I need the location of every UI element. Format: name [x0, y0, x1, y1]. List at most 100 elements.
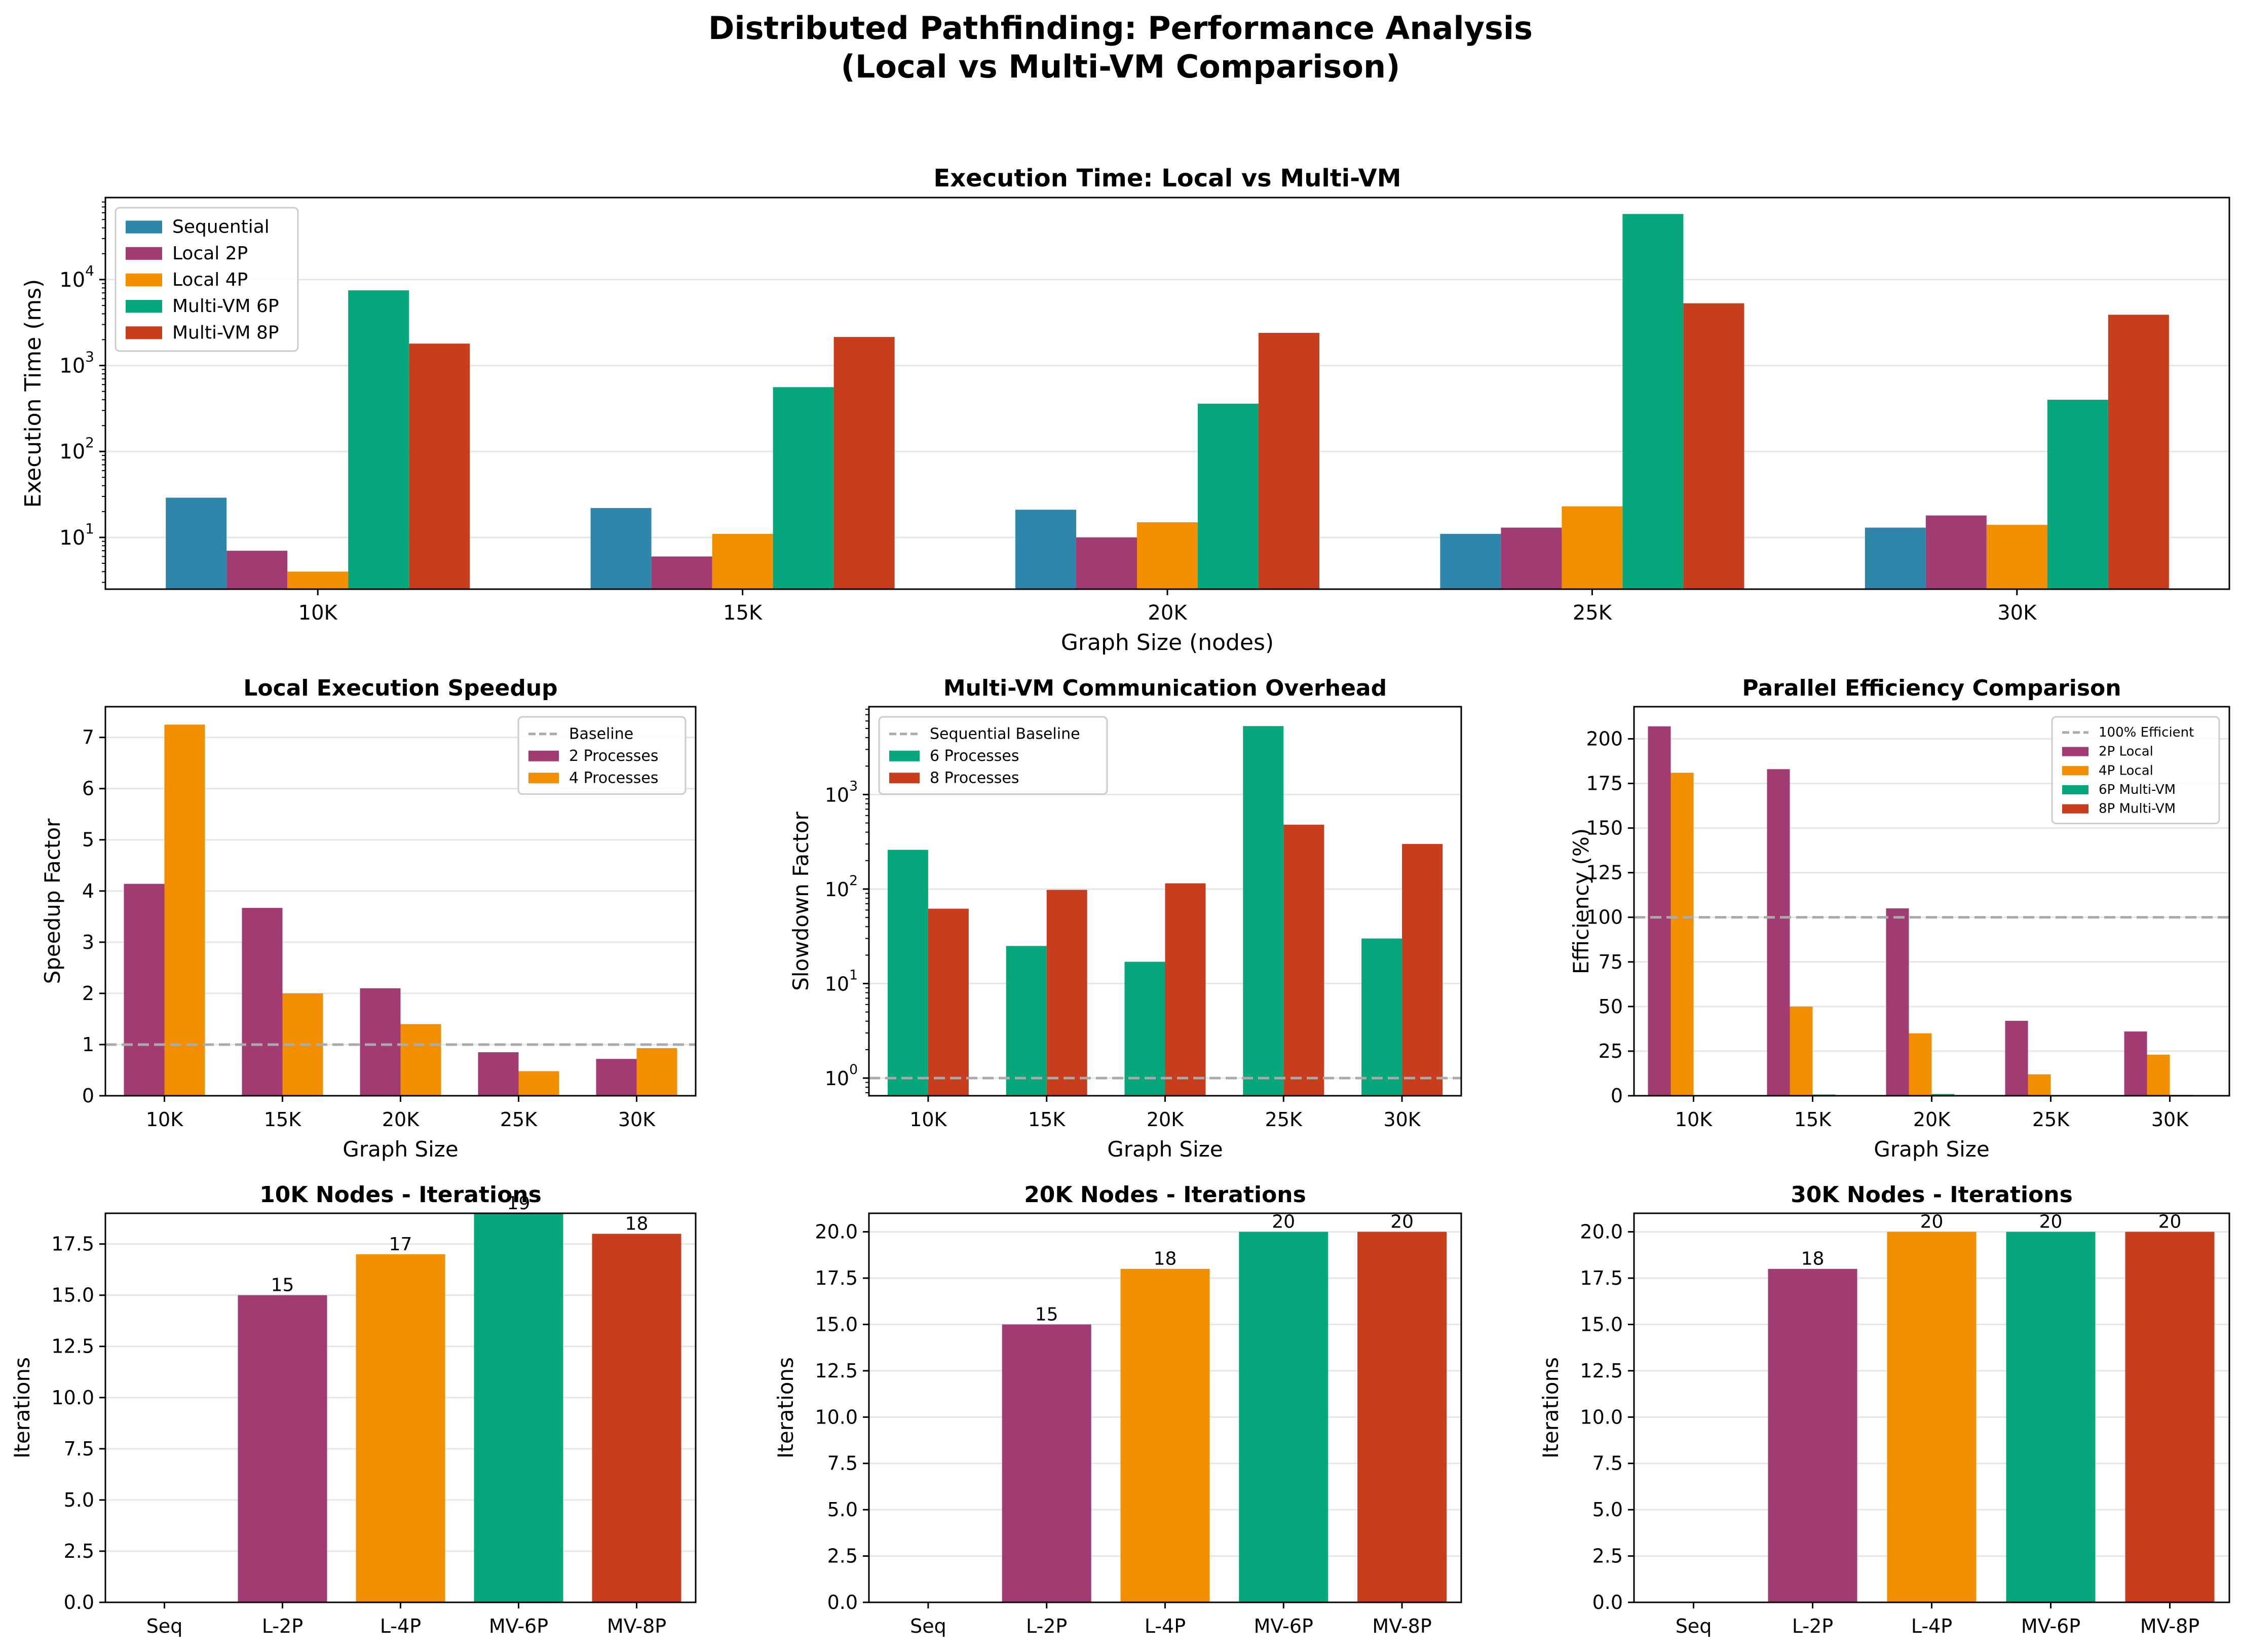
data-label: 20: [2158, 1212, 2182, 1233]
legend-label: 8 Processes: [930, 769, 1019, 787]
x-tick-label: Seq: [1676, 1615, 1712, 1637]
x-tick-label: 25K: [500, 1108, 538, 1131]
bar-4p-local: [2028, 1074, 2051, 1096]
y-axis-label: Speedup Factor: [40, 818, 65, 984]
y-axis-label: Iterations: [10, 1357, 34, 1458]
figure-title-line-1: Distributed Pathfinding: Performance Ana…: [708, 10, 1533, 47]
bar-local-2p: [226, 551, 288, 589]
y-tick-label: 75: [1599, 951, 1623, 973]
bar-8-processes: [1402, 843, 1443, 1096]
chart-iter30: 0.0 2.5 5.0 7.5 10.0 12.5 15.0 17.5 20.0 18 20 20 20…: [1538, 1182, 2230, 1637]
chart-title: Parallel Efficiency Comparison: [1742, 675, 2121, 701]
y-tick-exponent: 0: [849, 1062, 858, 1078]
y-axis-label: Iterations: [1538, 1357, 1563, 1458]
figure-title-line-2: (Local vs Multi-VM Comparison): [841, 48, 1400, 85]
bar-2p-local: [1886, 908, 1909, 1096]
chart-iter20: 0.0 2.5 5.0 7.5 10.0 12.5 15.0 17.5 20.0 15 18 20 20…: [773, 1182, 1462, 1637]
legend-swatch: [528, 750, 559, 761]
x-tick-label: 25K: [2032, 1108, 2070, 1131]
y-tick-label: 6: [82, 778, 94, 800]
legend-box: [115, 207, 299, 352]
bar-local-4p: [1986, 525, 2047, 589]
bar-l-4p: [1120, 1269, 1210, 1602]
chart-iter10: 0.0 2.5 5.0 7.5 10.0 12.5 15.0 17.5 15 17 19 18 Seq L…: [10, 1182, 697, 1637]
bar-sequential: [1865, 527, 1926, 589]
x-tick-label: MV-8P: [607, 1615, 666, 1637]
bar-multi-vm-6p: [1622, 214, 1684, 589]
bar-local-4p: [287, 571, 349, 589]
x-tick-label: 20K: [1913, 1108, 1951, 1131]
x-tick-label: 30K: [1383, 1108, 1421, 1131]
y-axis-label: Execution Time (ms): [20, 279, 46, 508]
x-tick-label: 20K: [1148, 601, 1188, 625]
bar-2p-local: [1767, 769, 1790, 1096]
legend-label: Local 4P: [172, 270, 248, 290]
bar-4p-local: [1909, 1033, 1932, 1096]
bar-2p-local: [2005, 1021, 2028, 1096]
x-tick-label: 25K: [1573, 601, 1613, 625]
y-tick-label: 10.0: [815, 1406, 858, 1428]
legend: Sequential Baseline 6 Processes 8 Processe…: [878, 716, 1108, 795]
y-tick-label: 103: [59, 349, 94, 378]
bar-local-4p: [712, 533, 773, 589]
y-tick-label: 17.5: [51, 1233, 94, 1255]
bar-mv-8p: [1357, 1232, 1447, 1602]
y-tick-exponent: 2: [85, 434, 94, 451]
bar-local-2p: [1076, 537, 1137, 589]
x-tick-label: Seq: [146, 1615, 183, 1637]
x-tick-label: 15K: [723, 601, 763, 625]
x-tick-label: 15K: [1028, 1108, 1066, 1131]
y-tick-label: 1: [82, 1033, 94, 1056]
legend-label: Baseline: [569, 725, 633, 743]
legend-swatch: [126, 326, 162, 339]
bar-8-processes: [1046, 890, 1087, 1096]
y-tick-label: 0.0: [827, 1591, 858, 1613]
bar-local-2p: [651, 556, 712, 589]
bar-l-2p: [1002, 1324, 1091, 1602]
bar-2-processes: [242, 908, 283, 1096]
bar-6p-multi-vm: [1931, 1094, 1955, 1096]
x-tick-label: 20K: [1147, 1108, 1184, 1131]
x-axis-label: Graph Size (nodes): [1061, 630, 1274, 656]
bar-multi-vm-6p: [2047, 400, 2108, 589]
legend-swatch: [126, 300, 162, 313]
y-tick-label: 0.0: [1592, 1591, 1623, 1613]
legend-swatch: [2062, 804, 2088, 814]
bar-6-processes: [1243, 726, 1284, 1096]
bar-2-processes: [124, 883, 165, 1096]
x-tick-label: 10K: [298, 601, 338, 625]
x-axis-label: Graph Size: [343, 1137, 458, 1162]
legend-label: 2P Local: [2099, 744, 2153, 759]
bar-4p-local: [2147, 1054, 2170, 1096]
x-tick-label: 10K: [909, 1108, 947, 1131]
y-tick-label: 2: [82, 982, 94, 1005]
bar-l-2p: [1768, 1269, 1857, 1602]
y-tick-label: 12.5: [1580, 1360, 1623, 1382]
y-tick-exponent: 4: [85, 262, 94, 279]
x-tick-label: 20K: [382, 1108, 420, 1131]
x-tick-label: 15K: [1794, 1108, 1832, 1131]
y-tick-label: 7.5: [827, 1452, 858, 1475]
y-tick-label: 2.5: [64, 1540, 94, 1562]
y-tick-label: 0: [82, 1085, 94, 1107]
data-label: 15: [1035, 1304, 1058, 1325]
y-tick-label: 101: [825, 968, 858, 995]
y-tick-label: 7.5: [1592, 1452, 1623, 1475]
legend-swatch: [889, 750, 920, 761]
x-tick-label: 10K: [146, 1108, 183, 1131]
bar-8-processes: [1165, 883, 1206, 1096]
legend-box: [2051, 716, 2220, 824]
bar-2p-local: [2124, 1031, 2147, 1096]
y-tick-label: 103: [825, 778, 858, 806]
x-tick-label: Seq: [910, 1615, 946, 1637]
bar-sequential: [590, 508, 652, 589]
x-tick-label: MV-8P: [1372, 1615, 1431, 1637]
legend-label: Multi-VM 8P: [172, 322, 279, 343]
chart-speedup: 0 1 2 3 4 5 6 7 10K 15K 20K 25K 30K Local Execution S…: [40, 675, 697, 1162]
bar-local-2p: [1925, 515, 1987, 589]
bar-local-4p: [1562, 506, 1623, 589]
bar-2-processes: [596, 1059, 637, 1096]
y-tick-label: 102: [825, 873, 858, 901]
bar-4p-local: [1790, 1006, 1813, 1096]
legend-label: 100% Efficient: [2099, 725, 2194, 740]
